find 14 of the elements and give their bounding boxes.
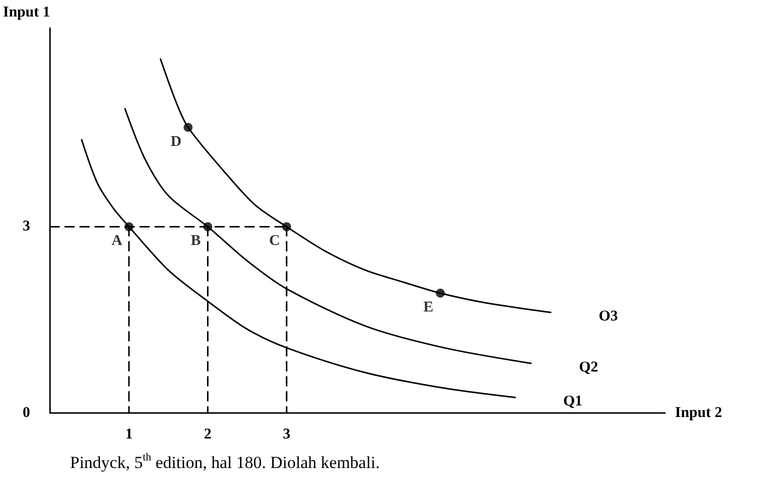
annotation: E [423,300,434,316]
annotation: C [269,233,280,250]
x-tick-label: 2 [204,426,212,442]
annotation: B [190,233,201,250]
x-tick-label: 3 [282,426,290,442]
x-axis-title: Input 2 [675,405,722,421]
text: O3 [598,308,618,324]
y-axis-title: Input 1 [3,4,50,20]
text: Q1 [563,393,582,410]
text: Q2 [578,359,598,376]
annotation: D [170,134,182,150]
y-tick-label: 0 [22,405,30,421]
x-tick-label: 1 [125,426,133,442]
annotation: A [112,233,123,250]
